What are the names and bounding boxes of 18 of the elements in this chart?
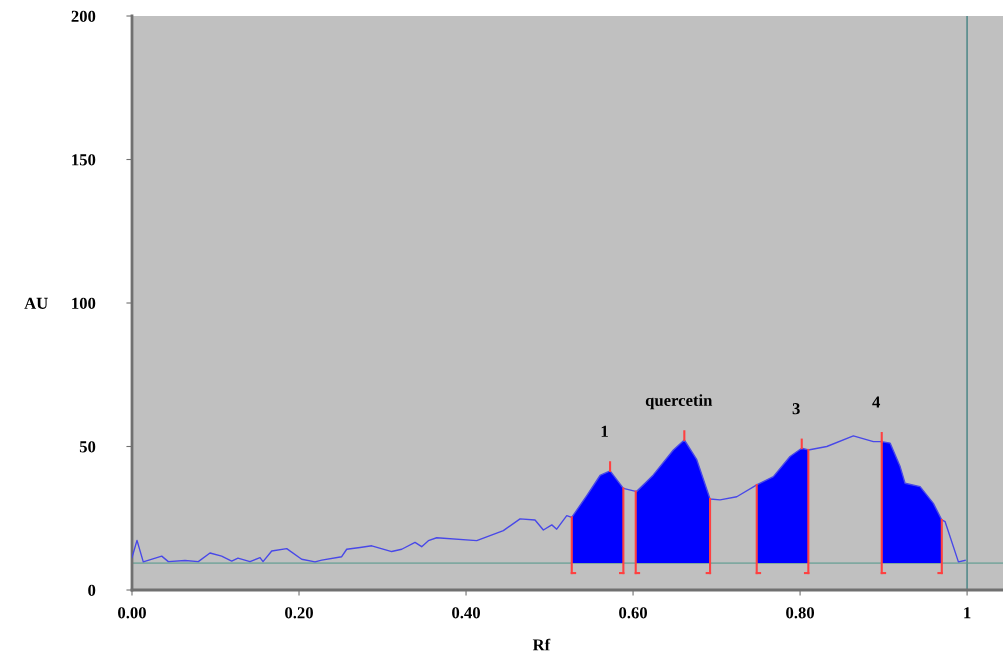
line-series	[131, 435, 966, 563]
y-tick-label: 150	[72, 154, 96, 166]
x-tick-label: 0.00	[118, 607, 146, 619]
x-axis-title: Rf	[532, 638, 551, 651]
y-tick-label: 50	[79, 441, 96, 453]
x-tick-label: 0.60	[619, 607, 647, 619]
annotation: 3	[792, 403, 800, 415]
x-tick-label: 0.80	[786, 607, 815, 619]
annotation: quercetin	[645, 394, 713, 410]
y-tick-label: 100	[72, 297, 96, 309]
x-tick-label: 1	[964, 607, 971, 619]
annotation: 4	[872, 396, 881, 408]
y-tick-label: 0	[88, 584, 96, 596]
annotation: 1	[601, 425, 608, 437]
x-tick-label: 0.20	[285, 607, 313, 619]
y-tick-label: 200	[71, 10, 96, 22]
x-tick-label: 0.40	[452, 607, 480, 619]
y-axis-title: AU	[24, 297, 48, 309]
